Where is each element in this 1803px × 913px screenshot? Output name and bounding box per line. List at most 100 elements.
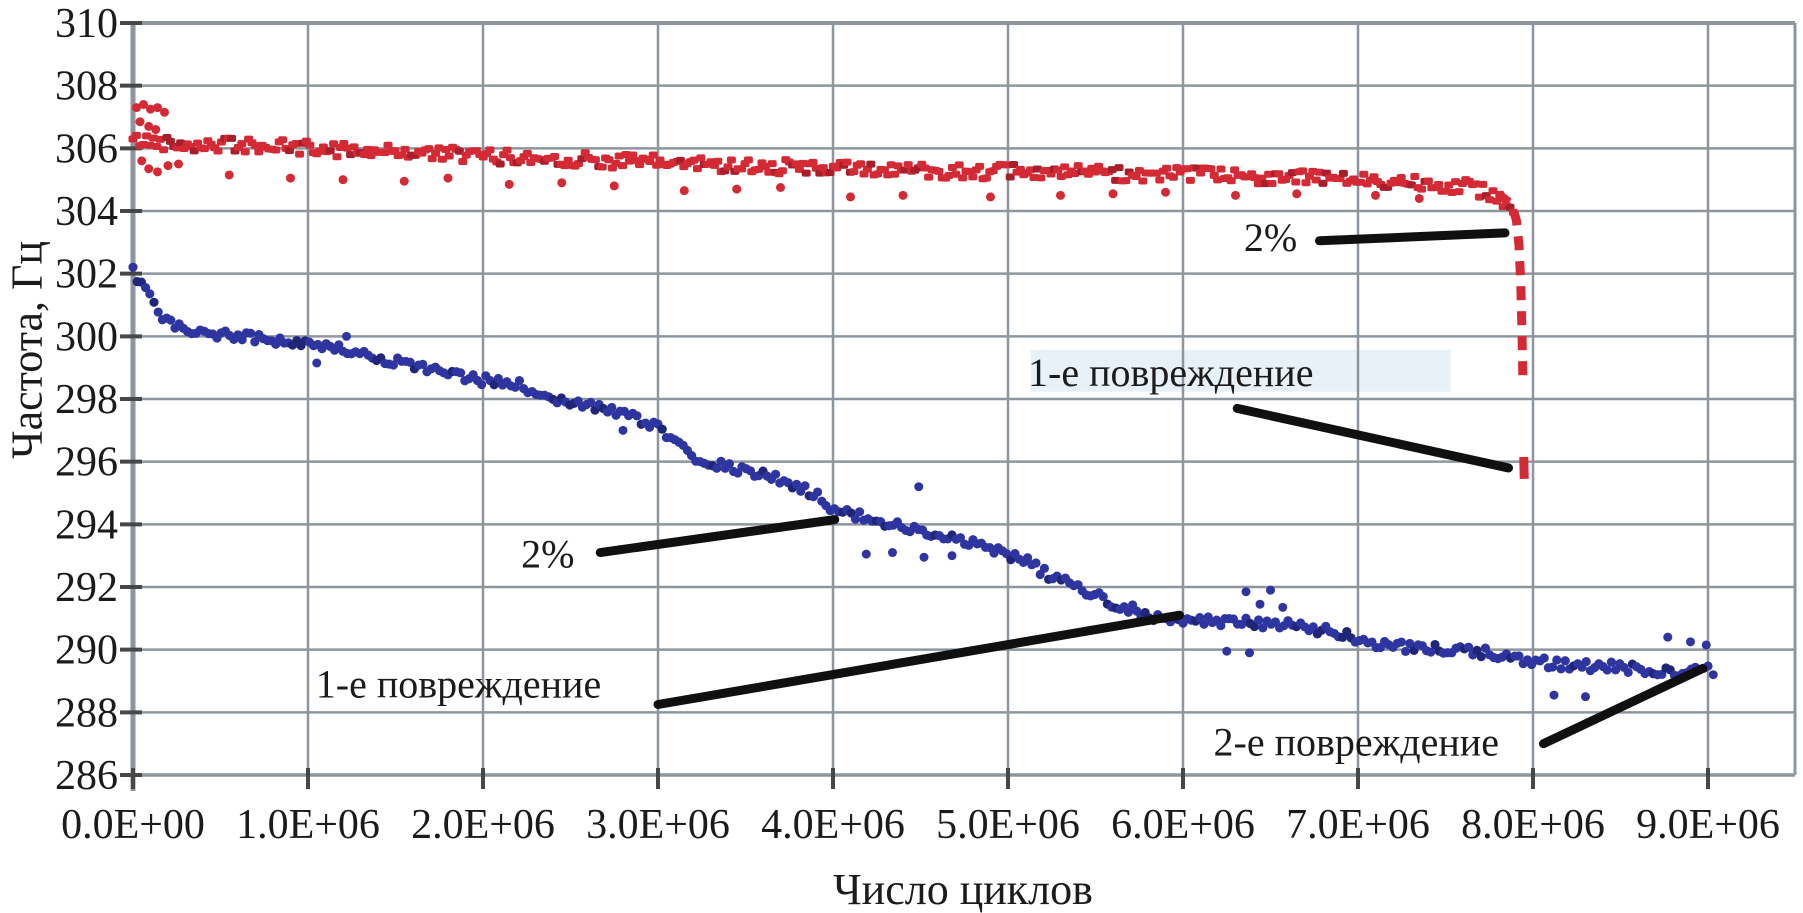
data-point-red xyxy=(886,161,896,169)
data-point-blue xyxy=(607,402,617,413)
data-point-red xyxy=(560,162,570,170)
data-point-red xyxy=(1107,166,1117,174)
data-point-red xyxy=(1434,180,1444,188)
x-tick-label: 5.0E+06 xyxy=(936,802,1080,848)
data-point-red xyxy=(485,146,495,154)
data-point-red xyxy=(254,148,264,156)
data-point-blue xyxy=(418,359,428,369)
data-point-blue xyxy=(1464,642,1474,652)
annotation-dmg1-lower: 1-е повреждение xyxy=(316,662,601,707)
y-tick-label: 310 xyxy=(55,1,118,47)
data-point-blue xyxy=(586,397,596,408)
data-point-blue xyxy=(1701,640,1711,650)
highlight-band xyxy=(1030,349,1451,392)
data-point-red xyxy=(139,99,148,109)
data-point-red xyxy=(159,146,169,154)
data-point-blue xyxy=(1199,619,1209,629)
data-point-red xyxy=(648,151,658,159)
data-point-blue xyxy=(246,328,256,338)
data-point-red xyxy=(825,168,835,176)
data-point-red xyxy=(1060,163,1070,171)
data-point-red xyxy=(981,174,991,182)
data-point-blue xyxy=(1241,587,1251,597)
data-point-red xyxy=(1131,172,1141,180)
data-point-red xyxy=(1454,188,1464,196)
data-point-red xyxy=(609,181,619,191)
data-point-blue xyxy=(166,315,176,325)
y-tick-label: 298 xyxy=(55,377,118,423)
data-point-red xyxy=(849,168,859,176)
data-point-red xyxy=(726,156,736,164)
data-point-red xyxy=(443,173,453,183)
y-axis-title: Частота, Гц xyxy=(2,240,52,460)
data-point-blue xyxy=(1581,656,1591,667)
data-point-red xyxy=(250,142,260,150)
y-tick-label: 304 xyxy=(55,189,118,235)
failure-drop-final-dash xyxy=(1519,456,1529,480)
data-point-red xyxy=(295,150,305,158)
data-point-red xyxy=(1250,174,1260,182)
annotation-dmg2: 2-е повреждение xyxy=(1214,720,1499,765)
data-point-red xyxy=(1005,173,1015,181)
data-point-red xyxy=(1155,176,1165,184)
data-point-red xyxy=(1406,181,1416,189)
data-point-blue xyxy=(1266,585,1275,595)
data-point-blue xyxy=(237,335,247,345)
data-point-red xyxy=(954,161,964,169)
data-point-red xyxy=(399,176,409,186)
data-point-red xyxy=(363,145,373,153)
y-tick-label: 300 xyxy=(55,314,118,360)
data-point-red xyxy=(1264,170,1274,178)
data-point-red xyxy=(898,190,908,200)
data-point-red xyxy=(791,160,801,168)
data-point-red xyxy=(866,160,876,168)
data-point-red xyxy=(767,160,777,168)
data-point-red xyxy=(550,153,560,161)
data-point-blue xyxy=(716,456,726,466)
data-point-red xyxy=(1111,176,1121,184)
data-point-red xyxy=(286,173,295,183)
data-point-red xyxy=(645,157,655,165)
data-point-red xyxy=(1301,179,1311,187)
data-point-red xyxy=(329,140,339,148)
data-point-red xyxy=(332,153,342,161)
data-point-red xyxy=(760,162,770,170)
data-point-red xyxy=(144,164,154,174)
data-point-blue xyxy=(1195,613,1205,623)
data-point-red xyxy=(146,104,155,114)
data-point-red xyxy=(1396,174,1406,182)
data-point-blue xyxy=(342,331,351,341)
x-tick-label: 9.0E+06 xyxy=(1636,802,1780,848)
data-point-red xyxy=(924,173,934,181)
data-point-red xyxy=(689,156,699,164)
data-point-blue xyxy=(1556,664,1566,674)
data-point-red xyxy=(224,170,234,180)
data-point-red xyxy=(842,158,852,166)
data-point-blue xyxy=(800,481,810,491)
leader-line-pct-upper xyxy=(1315,228,1510,246)
leader-line-dmg1-upper xyxy=(1232,403,1513,473)
data-point-red xyxy=(958,174,968,182)
data-point-red xyxy=(951,170,961,178)
data-point-red xyxy=(145,141,155,149)
data-point-red xyxy=(679,186,689,196)
x-tick-label: 8.0E+06 xyxy=(1461,802,1605,848)
data-point-red xyxy=(964,168,974,176)
data-point-blue xyxy=(1539,653,1549,663)
data-point-red xyxy=(1182,165,1192,173)
data-point-blue xyxy=(855,507,865,517)
tick-labels: 310 308 306 304 302 300 298 296 294 292 290 288 2860… xyxy=(55,1,1780,848)
data-point-red xyxy=(160,107,169,117)
data-point-red xyxy=(1053,166,1063,174)
y-tick-label: 294 xyxy=(55,502,118,548)
data-point-red xyxy=(349,143,359,151)
data-point-red xyxy=(743,156,753,164)
data-point-red xyxy=(278,136,288,144)
data-point-red xyxy=(1185,176,1195,184)
data-point-blue xyxy=(1581,692,1590,702)
data-point-red xyxy=(1206,165,1216,173)
data-point-red xyxy=(1440,187,1450,195)
data-point-red xyxy=(798,159,808,167)
data-point-red xyxy=(1083,170,1093,178)
x-tick-label: 0.0E+00 xyxy=(61,802,205,848)
